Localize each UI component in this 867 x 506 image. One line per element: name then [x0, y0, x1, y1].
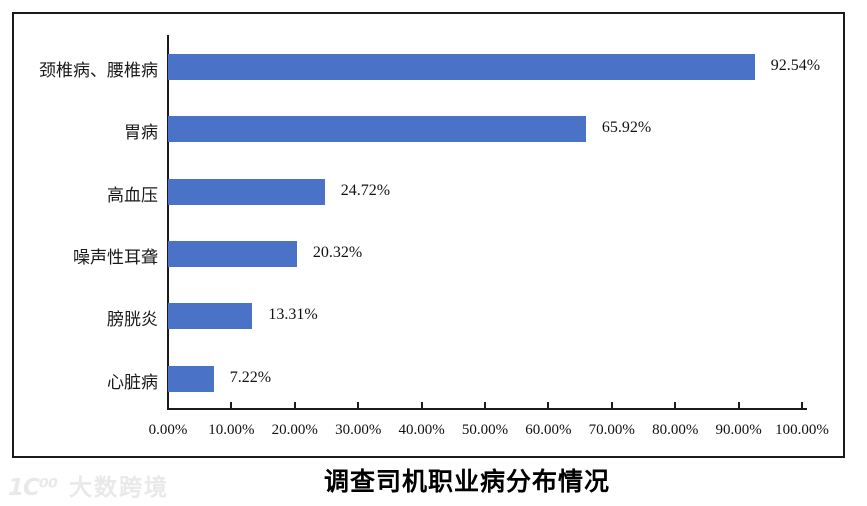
x-axis-tick-label: 60.00% [525, 422, 572, 438]
x-axis-tick [293, 402, 296, 408]
bar-value-label: 65.92% [601, 119, 652, 137]
category-label: 心脏病 [107, 372, 158, 392]
x-axis-tick-label: 100.00% [775, 422, 829, 438]
x-axis-tick-label: 80.00% [652, 422, 699, 438]
y-axis-line [167, 35, 169, 410]
x-axis-tick-label: 20.00% [271, 422, 318, 438]
x-axis-tick [357, 402, 360, 408]
category-label: 膀胱炎 [107, 310, 158, 330]
x-axis-tick [610, 402, 613, 408]
chart-frame [12, 12, 845, 458]
category-label: 颈椎病、腰椎病 [39, 61, 158, 81]
x-axis-tick [484, 402, 486, 408]
watermark-text: 大数跨境 [69, 475, 170, 501]
x-axis-line [167, 408, 807, 410]
bar [168, 116, 586, 143]
x-axis-tick-label: 10.00% [208, 422, 255, 438]
x-axis-tick [801, 402, 803, 408]
category-label: 高血压 [107, 185, 158, 205]
chart-title: 调查司机职业病分布情况 [323, 468, 610, 496]
category-label: 噪声性耳聋 [73, 248, 158, 268]
x-axis-tick [420, 402, 423, 408]
x-axis-tick [737, 402, 740, 408]
x-axis-tick [230, 402, 233, 408]
category-label: 胃病 [124, 123, 158, 143]
bar-value-label: 20.32% [312, 244, 363, 262]
bar [168, 54, 755, 81]
x-axis-tick [674, 402, 677, 408]
x-axis-tick-label: 30.00% [335, 422, 382, 438]
dashu-kuajing-logo-icon: 1C⁰⁰ [8, 475, 58, 501]
watermark: 1C⁰⁰ 大数跨境 [8, 468, 169, 502]
x-axis-tick-label: 90.00% [715, 422, 762, 438]
x-axis-tick-label: 0.00% [148, 422, 188, 438]
bar-value-label: 24.72% [340, 181, 391, 199]
x-axis-tick-label: 50.00% [461, 422, 509, 438]
bar-value-label: 92.54% [770, 57, 821, 75]
bar [168, 241, 297, 268]
bar [168, 365, 214, 392]
x-axis-tick [547, 402, 550, 408]
bar [168, 303, 253, 330]
bar [168, 178, 325, 205]
x-axis-tick-label: 40.00% [398, 422, 445, 438]
bar-value-label: 7.22% [229, 368, 272, 386]
x-axis-tick-label: 70.00% [588, 422, 635, 438]
bar-value-label: 13.31% [268, 306, 318, 324]
